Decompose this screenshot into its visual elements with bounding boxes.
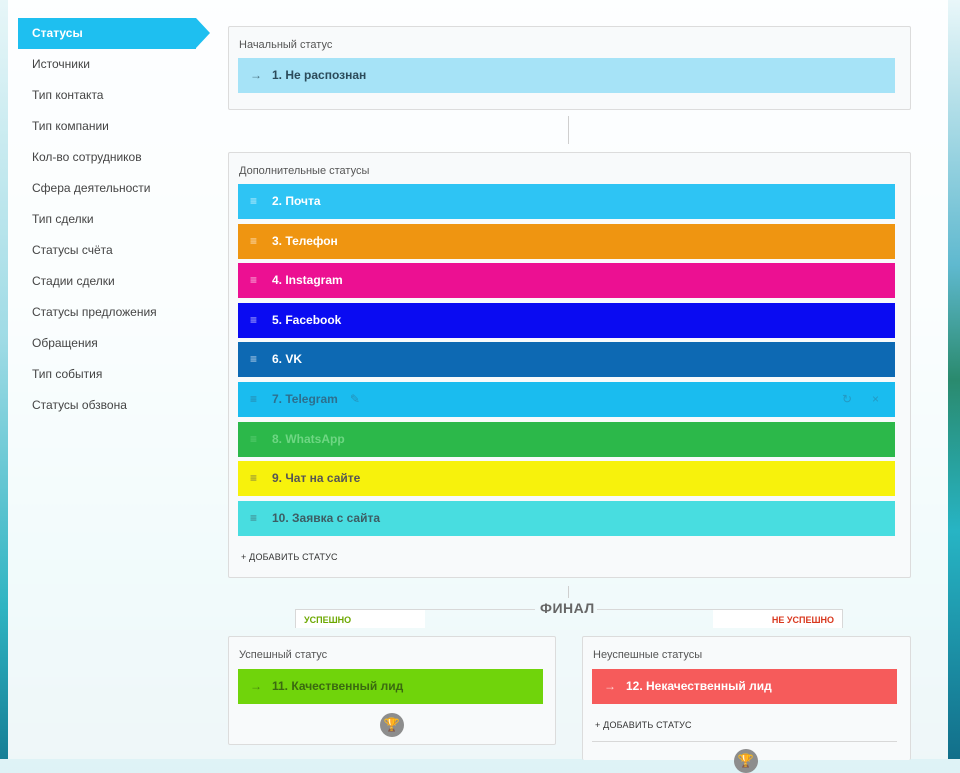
sidebar-item-sources[interactable]: Источники [32,57,90,71]
trophy-icon: 🏆 [380,713,404,737]
sidebar-item-offer-statuses[interactable]: Статусы предложения [32,305,157,319]
background-right [948,0,960,759]
status-label: 5. Facebook [272,313,342,327]
edit-icon[interactable]: ✎ [349,392,360,406]
fail-statuses-box: Неуспешные статусы → 12. Некачественный л… [582,636,911,773]
arrow-right-icon: → [604,679,616,693]
additional-statuses-title: Дополнительные статусы [239,165,370,177]
fail-tag: НЕ УСПЕШНО [713,609,843,628]
status-item-4[interactable]: ≡ 4. Instagram [238,263,895,298]
add-status-button[interactable]: + ДОБАВИТЬ СТАТУС [241,552,338,562]
status-item-9[interactable]: ≡ 9. Чат на сайте [238,461,895,496]
initial-status-title: Начальный статус [239,39,333,51]
drag-handle-icon[interactable]: ≡ [250,432,258,446]
status-item-2[interactable]: ≡ 2. Почта [238,184,895,219]
status-label: 9. Чат на сайте [272,471,361,485]
drag-handle-icon[interactable]: ≡ [250,511,258,525]
status-label: 1. Не распознан [272,68,367,82]
status-label: 3. Телефон [272,234,338,248]
status-item-1[interactable]: → 1. Не распознан [238,58,895,93]
status-item-7[interactable]: ≡ 7. Telegram ✎ ↻ × [238,382,895,417]
trophy-icon: 🏆 [734,749,758,773]
status-item-8[interactable]: ≡ 8. WhatsApp [238,422,895,457]
success-status-title: Успешный статус [239,649,328,661]
status-label: 12. Некачественный лид [626,679,772,693]
status-label: 6. VK [272,352,303,366]
refresh-icon[interactable]: ↻ [842,392,853,406]
sidebar-item-statuses[interactable]: Статусы [18,18,210,49]
arrow-right-icon: → [250,68,262,82]
drag-handle-icon[interactable]: ≡ [250,273,258,287]
drag-handle-icon[interactable]: ≡ [250,352,258,366]
status-item-10[interactable]: ≡ 10. Заявка с сайта [238,501,895,536]
sidebar-item-deal-stages[interactable]: Стадии сделки [32,274,115,288]
arrow-right-icon: → [250,679,262,693]
drag-handle-icon[interactable]: ≡ [250,313,258,327]
sidebar-item-industry[interactable]: Сфера деятельности [32,181,151,195]
background-left [0,0,8,759]
status-item-3[interactable]: ≡ 3. Телефон [238,224,895,259]
fail-statuses-title: Неуспешные статусы [593,649,703,661]
status-label: 10. Заявка с сайта [272,511,381,525]
sidebar-item-contact-type[interactable]: Тип контакта [32,88,104,102]
success-tag: УСПЕШНО [295,609,425,628]
sidebar-item-event-type[interactable]: Тип события [32,367,103,381]
initial-status-box: Начальный статус → 1. Не распознан [228,26,911,110]
close-icon[interactable]: × [872,392,880,406]
sidebar-item-deal-type[interactable]: Тип сделки [32,212,94,226]
status-item-5[interactable]: ≡ 5. Facebook [238,303,895,338]
status-label: 8. WhatsApp [272,432,345,446]
sidebar-item-employee-count[interactable]: Кол-во сотрудников [32,150,142,164]
drag-handle-icon[interactable]: ≡ [250,471,258,485]
sidebar-item-requests[interactable]: Обращения [32,336,98,350]
sidebar-item-company-type[interactable]: Тип компании [32,119,109,133]
final-connector-line [568,586,569,598]
drag-handle-icon[interactable]: ≡ [250,392,258,406]
success-status-box: Успешный статус → 11. Качественный лид 🏆 [228,636,556,745]
status-label: 7. Telegram [272,392,338,406]
sidebar-item-call-statuses[interactable]: Статусы обзвона [32,398,127,412]
additional-statuses-box: Дополнительные статусы ≡ 2. Почта ≡ 3. Тел… [228,152,911,578]
sidebar: Статусы Источники Тип контакта Тип компа… [18,18,210,421]
status-item-12[interactable]: → 12. Некачественный лид [592,669,897,704]
status-item-11[interactable]: → 11. Качественный лид [238,669,543,704]
drag-handle-icon[interactable]: ≡ [250,234,258,248]
status-label: 4. Instagram [272,273,343,287]
fail-box-divider [592,741,897,742]
status-item-6[interactable]: ≡ 6. VK [238,342,895,377]
drag-handle-icon[interactable]: ≡ [250,194,258,208]
status-label: 2. Почта [272,194,321,208]
status-label: 11. Качественный лид [272,679,404,693]
final-title: ФИНАЛ [540,600,595,616]
add-fail-status-button[interactable]: + ДОБАВИТЬ СТАТУС [595,720,692,730]
sidebar-item-invoice-statuses[interactable]: Статусы счёта [32,243,113,257]
connector-line [568,116,569,144]
